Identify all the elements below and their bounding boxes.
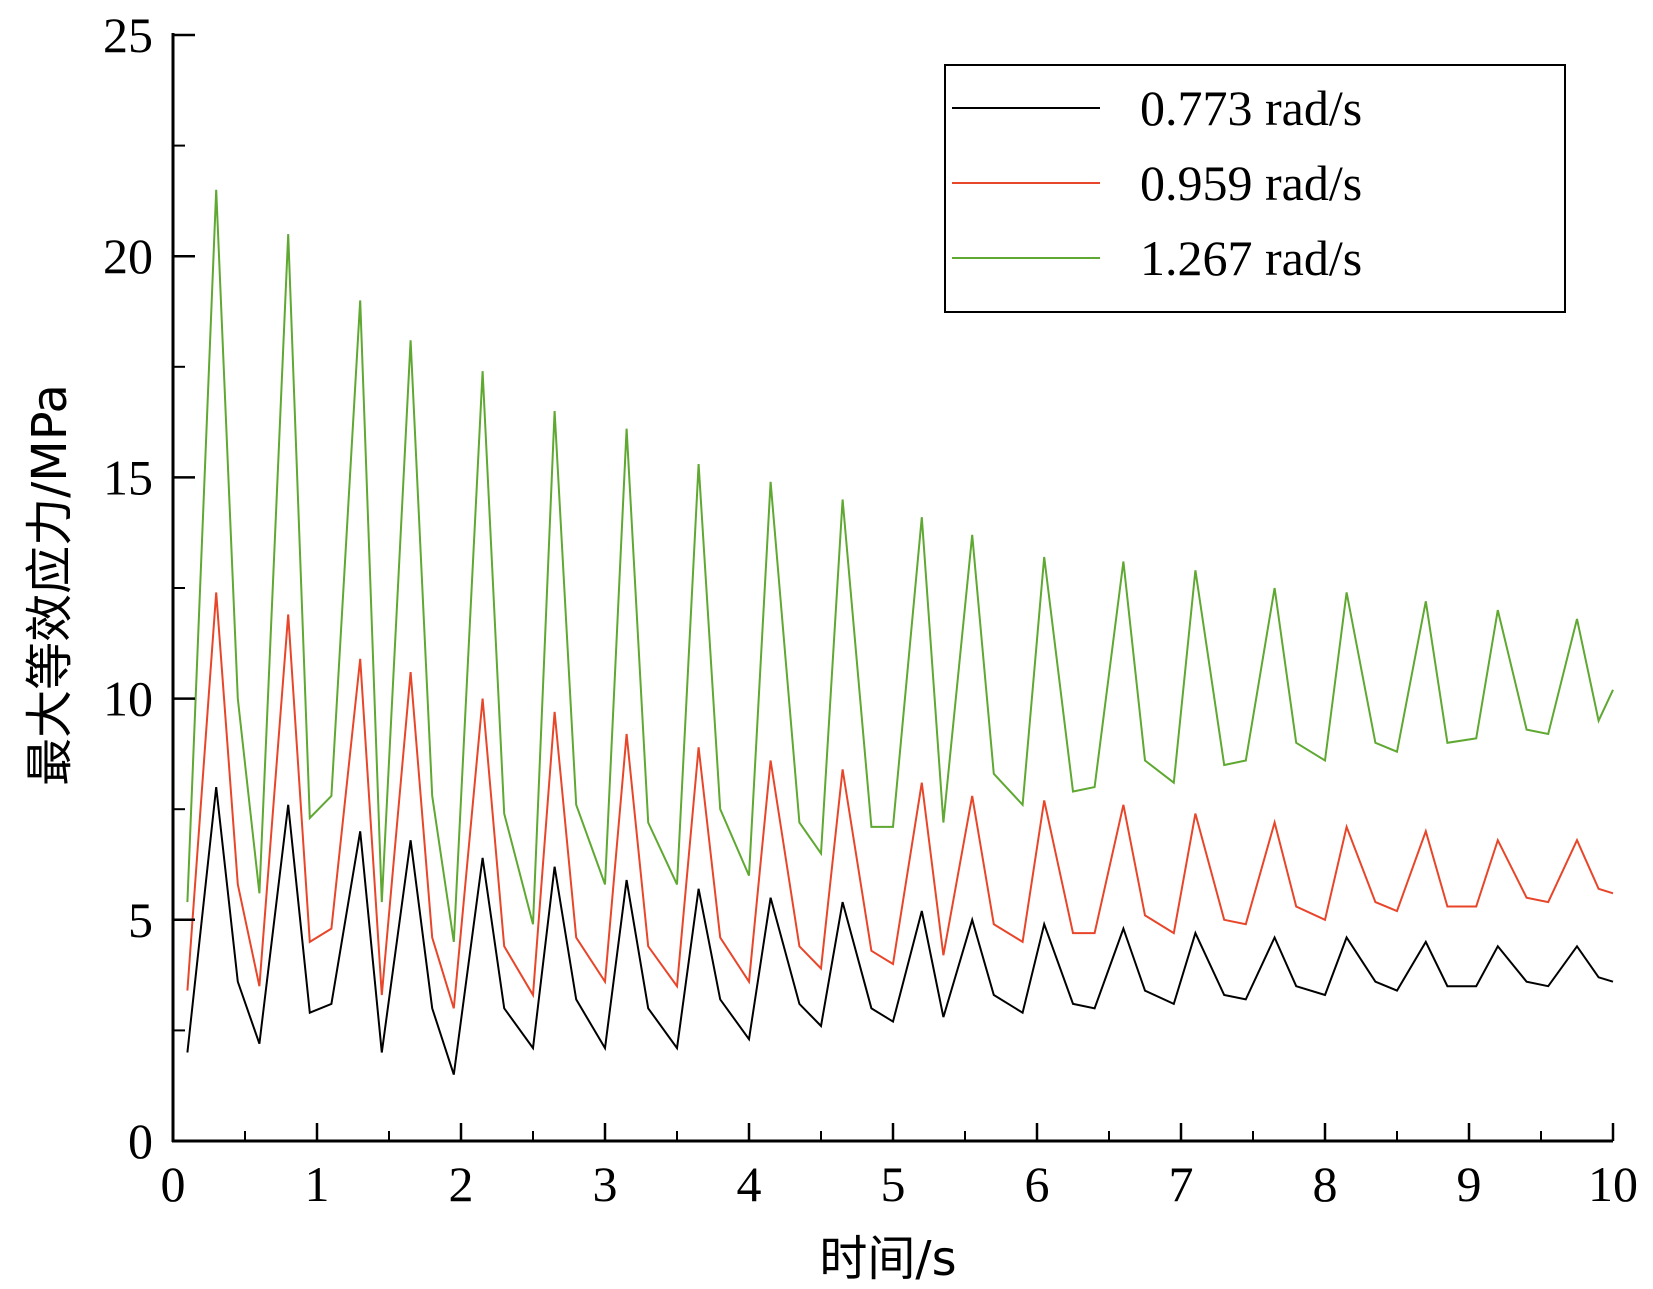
legend: 0.773 rad/s 0.959 rad/s 1.267 rad/s [944,64,1566,313]
series-line-2 [186,592,1614,1009]
x-tick-label: 4 [737,1156,762,1212]
x-tick-label: 9 [1457,1156,1482,1212]
x-tick-label: 10 [1588,1156,1638,1212]
legend-label-3: 1.267 rad/s [1140,230,1362,286]
x-tick-label: 3 [593,1156,618,1212]
y-tick-label: 10 [103,671,153,727]
y-axis-title: 最大等效应力/MPa [22,384,78,786]
x-tick-label: 7 [1169,1156,1194,1212]
y-tick-label: 5 [128,892,153,948]
x-tick-label: 6 [1025,1156,1050,1212]
x-tick-label: 8 [1313,1156,1338,1212]
x-tick-label: 1 [305,1156,330,1212]
x-tick-label: 0 [161,1156,186,1212]
y-tick-label: 15 [103,449,153,505]
x-axis-title: 时间/s [819,1231,956,1287]
legend-label-2: 0.959 rad/s [1140,155,1362,211]
legend-box [944,64,1566,313]
x-tick-label: 2 [449,1156,474,1212]
series-line-1 [186,786,1614,1075]
x-tick-label: 5 [881,1156,906,1212]
plot-area [186,189,1614,1075]
axes: 0 1 2 3 4 5 6 7 8 9 10 0 5 10 15 20 25 [103,7,1638,1212]
series-line-3 [186,189,1614,943]
y-tick-label: 20 [103,228,153,284]
legend-label-1: 0.773 rad/s [1140,80,1362,136]
y-tick-label: 0 [128,1113,153,1169]
y-tick-label: 25 [103,7,153,63]
